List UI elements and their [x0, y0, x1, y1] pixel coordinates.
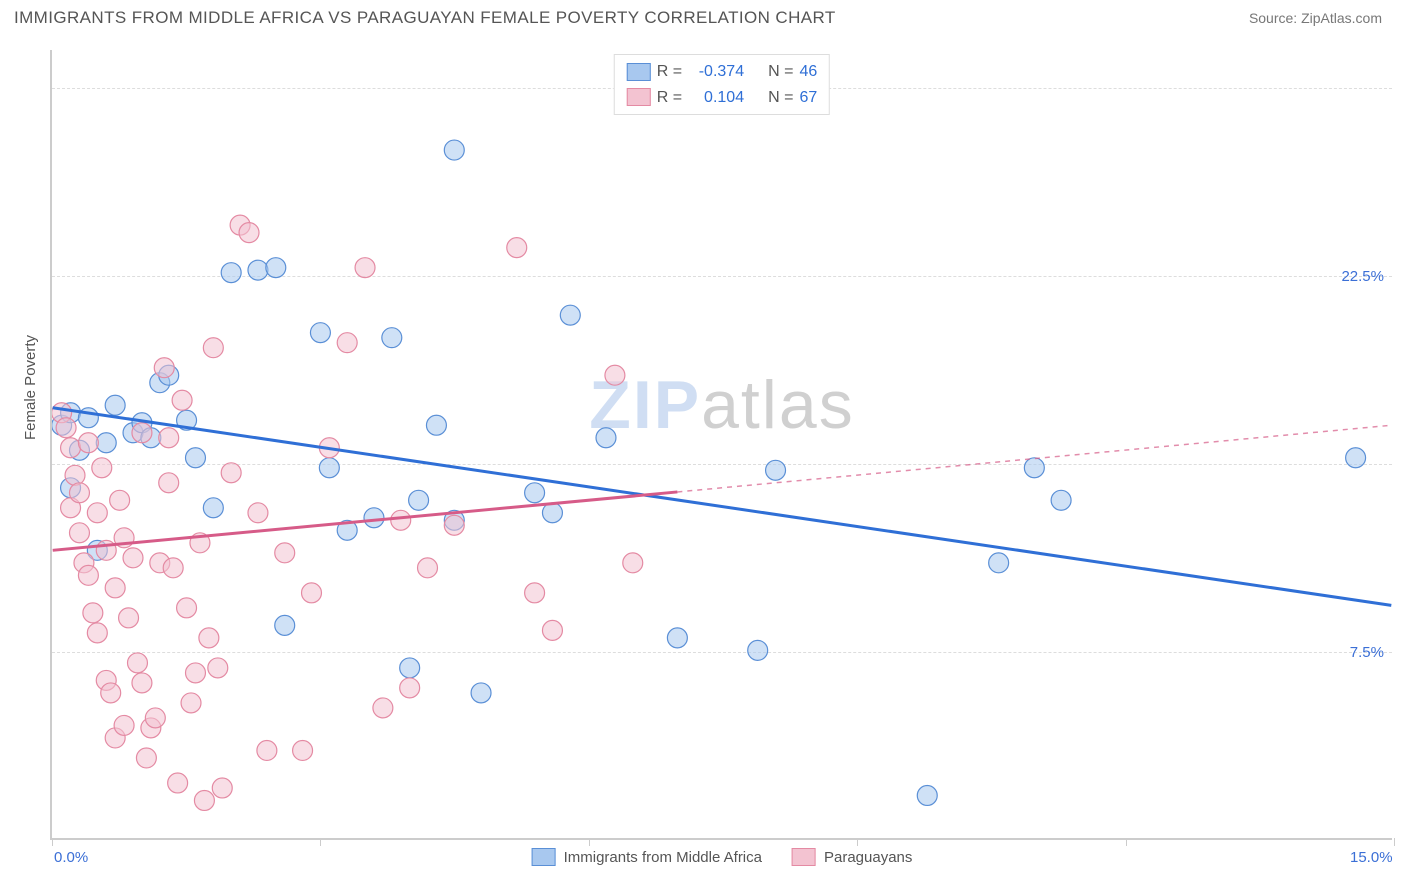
chart-plot-area: ZIPatlas R = -0.374 N = 46 R = 0.104 N =… [50, 50, 1392, 840]
series-legend: Immigrants from Middle Africa Paraguayan… [532, 848, 913, 866]
correlation-legend: R = -0.374 N = 46 R = 0.104 N = 67 [614, 54, 830, 115]
legend-row-pink: R = 0.104 N = 67 [627, 85, 817, 111]
legend-swatch-blue-icon [532, 848, 556, 866]
chart-title: IMMIGRANTS FROM MIDDLE AFRICA VS PARAGUA… [14, 8, 836, 28]
legend-row-blue: R = -0.374 N = 46 [627, 59, 817, 85]
x-tick-label: 15.0% [1350, 849, 1393, 866]
legend-item-blue: Immigrants from Middle Africa [532, 848, 762, 866]
y-axis-label: Female Poverty [22, 335, 39, 440]
legend-swatch-blue [627, 63, 651, 81]
x-tick-label: 0.0% [54, 849, 88, 866]
source-attribution: Source: ZipAtlas.com [1249, 10, 1382, 26]
legend-swatch-pink [627, 88, 651, 106]
legend-item-pink: Paraguayans [792, 848, 912, 866]
scatter-svg [52, 50, 1392, 838]
legend-swatch-pink-icon [792, 848, 816, 866]
